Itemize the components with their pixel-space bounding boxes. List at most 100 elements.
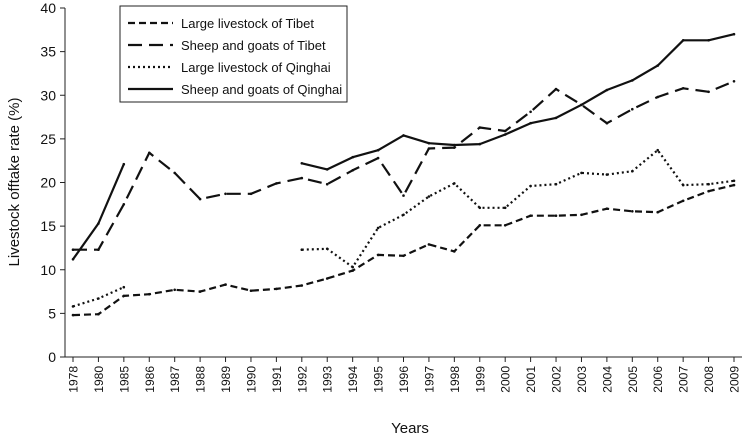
x-tick-label: 2003 [575, 366, 589, 393]
data-point [656, 210, 659, 214]
data-point [631, 107, 634, 111]
legend-label: Sheep and goats of Qinghai [181, 82, 342, 97]
data-point [478, 142, 482, 146]
data-point [71, 313, 75, 317]
x-tick-label: 1997 [422, 366, 436, 393]
data-point [427, 243, 431, 246]
y-tick-label: 25 [40, 131, 56, 147]
data-point [605, 173, 609, 176]
series-line [72, 184, 735, 317]
data-point [376, 226, 380, 230]
data-point [503, 224, 507, 227]
data-point [97, 222, 100, 225]
data-point [402, 213, 405, 217]
data-point [605, 121, 609, 125]
data-point [402, 254, 405, 258]
data-point [478, 126, 482, 129]
x-axis-title: Years [391, 420, 429, 437]
x-tick-label: 2009 [728, 366, 742, 393]
data-point [224, 192, 227, 196]
data-point [402, 134, 405, 137]
data-point [707, 182, 710, 186]
data-point [554, 87, 558, 91]
x-tick-label: 1992 [295, 366, 309, 393]
data-point [605, 207, 609, 210]
data-point [681, 39, 685, 42]
data-point [351, 265, 355, 269]
data-point [427, 147, 431, 150]
x-tick-label: 2008 [702, 366, 716, 393]
y-tick-label: 5 [48, 305, 56, 321]
data-point [275, 182, 278, 185]
data-point [122, 294, 126, 298]
data-point [427, 141, 431, 145]
data-point [529, 214, 532, 217]
y-tick-label: 40 [40, 0, 56, 16]
data-point [554, 116, 558, 120]
data-point [707, 39, 710, 42]
x-tick-label: 2002 [550, 366, 564, 393]
legend-box [119, 5, 348, 103]
x-tick-label: 1985 [117, 366, 131, 393]
data-point [732, 80, 736, 83]
x-tick-label: 1989 [219, 366, 233, 393]
x-tick-label: 1988 [194, 366, 208, 393]
data-point [300, 176, 304, 180]
data-point [631, 79, 634, 82]
data-point [681, 199, 685, 203]
x-tick-label: 2005 [626, 366, 640, 393]
data-point [707, 189, 710, 193]
x-tick-label: 1986 [143, 366, 157, 393]
data-point [478, 224, 482, 227]
data-point [605, 88, 609, 92]
legend-label: Large livestock of Tibet [181, 16, 314, 31]
data-point [71, 248, 75, 251]
series-sheep-and-goats-of-qinghai [71, 32, 736, 261]
data-point [376, 148, 380, 152]
x-tick-label: 1990 [244, 366, 258, 393]
x-tick-label: 1994 [346, 366, 360, 393]
data-point [351, 155, 355, 159]
data-point [249, 192, 253, 196]
data-point [732, 179, 736, 183]
data-point [249, 289, 253, 293]
data-point [580, 213, 583, 217]
data-point [173, 171, 176, 175]
x-tick-label: 1987 [168, 366, 182, 393]
data-point [402, 194, 405, 197]
y-tick-label: 0 [48, 349, 56, 365]
y-tick-label: 20 [40, 175, 56, 191]
y-tick-label: 10 [40, 262, 56, 278]
legend-label: Large livestock of Qinghai [181, 60, 331, 75]
data-point [554, 182, 558, 186]
data-point [656, 95, 659, 99]
x-tick-label: 1996 [397, 366, 411, 393]
x-tick-label: 2000 [499, 366, 513, 393]
y-tick-label: 15 [40, 218, 56, 234]
data-point [325, 182, 329, 186]
data-point [376, 253, 380, 257]
x-tick-label: 1999 [473, 366, 487, 393]
x-tick-label: 1998 [448, 366, 462, 393]
legend-label: Sheep and goats of Tibet [181, 38, 326, 53]
data-point [453, 250, 456, 253]
data-point [478, 206, 482, 210]
data-point [71, 258, 75, 261]
legend: Large livestock of Tibet Sheep and goats … [119, 5, 348, 103]
data-point [681, 87, 685, 90]
data-point [275, 287, 278, 291]
x-tick-label: 1995 [372, 366, 386, 393]
data-point [681, 183, 685, 187]
data-point [503, 206, 507, 210]
series-line [72, 163, 125, 260]
x-tick-label: 1991 [270, 366, 284, 393]
data-point [707, 90, 710, 94]
data-point [529, 121, 532, 125]
data-point [224, 283, 227, 286]
data-point [97, 248, 100, 251]
data-point [529, 110, 532, 114]
data-point [122, 285, 126, 289]
data-point [300, 162, 304, 165]
data-point [300, 284, 304, 287]
